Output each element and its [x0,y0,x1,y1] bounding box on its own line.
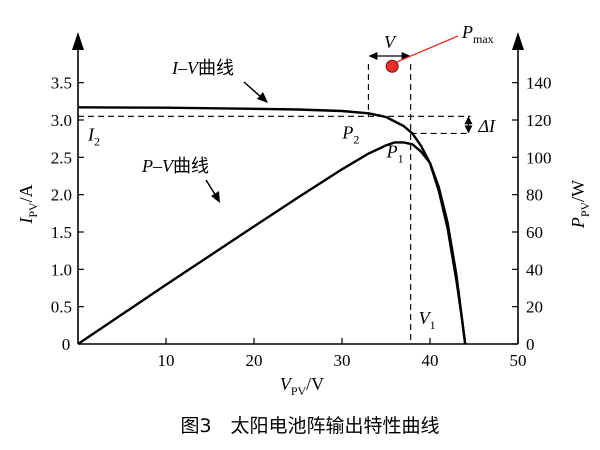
y-left-tick-label: 1.5 [51,223,72,242]
pmax-label: Pmax [461,22,494,46]
x-tick-label: 10 [158,351,175,370]
pv-curve-label: P–V曲线 [141,156,209,176]
y-left-axis-title: IPV/A [16,184,40,224]
axes [72,32,524,345]
y-left-tick-label: 3.5 [51,74,72,93]
delta-i-arrow-bottom [464,125,473,134]
x-tick-label: 20 [246,351,263,370]
p2-label: P2 [341,122,359,146]
iv-curve-label: I–V曲线 [171,58,234,78]
p1-label: P1 [386,141,404,165]
right-y-axis-arrow [512,32,524,50]
x-axis-title: VPV/V [280,374,324,398]
i2-label: I2 [87,124,100,148]
pv-label-leader [205,179,217,197]
iv-label-leader [243,81,263,99]
x-tick-label: 50 [510,351,527,370]
v-span-label: V [384,32,397,52]
y-right-tick-label: 80 [526,186,543,205]
y-right-tick-label: 0 [526,335,535,354]
y-left-tick-label: 2.5 [51,148,72,167]
figure-caption: 图3 太阳电池阵输出特性曲线 [180,415,439,437]
y-right-axis-title: PPV/W [568,180,592,229]
y-right-tick-label: 20 [526,298,543,317]
v-span-arrow-left [368,52,378,60]
ticks: 10 20 30 40 5000.51.01.52.02.53.03.502040608… [16,74,592,398]
pv-label-arrowhead [211,191,220,203]
pmax-marker [385,59,399,73]
y-left-tick-label: 1.0 [51,260,72,279]
y-right-tick-label: 40 [526,260,543,279]
iv-label-arrowhead [257,92,268,103]
curves [77,106,467,345]
y-right-tick-label: 60 [526,223,543,242]
v-span-arrow-right [401,52,411,60]
delta-i-arrow-top [464,116,473,125]
annotations: I–V曲线 P–V曲线 V ΔI Pmax P1 P2 I2 V1 图3 太阳电池阵输出特性曲线 [87,22,496,437]
origin-label-left: 0 [62,335,71,354]
y-right-tick-label: 140 [526,74,552,93]
x-tick-label: 30 [334,351,351,370]
y-left-tick-label: 2.0 [51,186,72,205]
pv-curve [77,141,467,345]
pmax-leader-line [395,35,459,63]
y-left-tick-label: 0.5 [51,298,72,317]
v1-label: V1 [419,308,436,332]
x-tick-label: 40 [422,351,439,370]
guide-lines [78,64,471,344]
left-y-axis-arrow [72,32,84,50]
y-right-tick-label: 120 [526,111,552,130]
y-right-tick-label: 100 [526,148,552,167]
y-left-tick-label: 3.0 [51,111,72,130]
delta-i-label: ΔI [477,116,496,136]
